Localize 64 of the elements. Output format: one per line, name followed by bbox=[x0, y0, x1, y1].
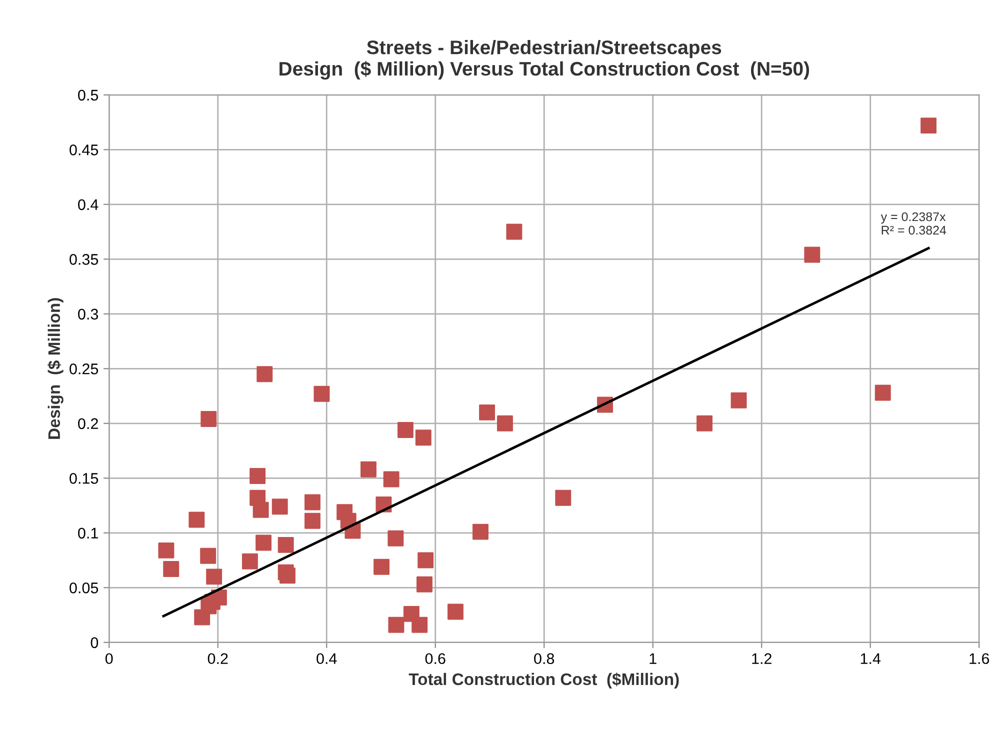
point bbox=[278, 536, 294, 553]
point bbox=[415, 430, 432, 446]
point bbox=[496, 415, 513, 432]
point bbox=[272, 498, 288, 515]
y-axis-title: Design ($ Million) bbox=[48, 298, 64, 439]
point bbox=[448, 604, 464, 620]
y-tick-label: 0.2 bbox=[78, 418, 98, 430]
point bbox=[200, 411, 217, 427]
point bbox=[418, 552, 434, 568]
point bbox=[250, 468, 266, 484]
x-tick-label: 1.4 bbox=[860, 653, 881, 664]
y-tick-label: 0.3 bbox=[78, 308, 98, 320]
point bbox=[188, 512, 205, 528]
point bbox=[256, 534, 272, 551]
point bbox=[412, 616, 428, 633]
x-axis-title: Total Construction Cost ($Million) bbox=[408, 672, 679, 688]
point bbox=[256, 366, 273, 382]
x-tick-label: 0.4 bbox=[316, 653, 337, 664]
y-tick-label: 0.5 bbox=[78, 90, 98, 101]
point bbox=[383, 471, 400, 488]
point bbox=[158, 542, 174, 558]
point bbox=[696, 415, 712, 432]
point bbox=[314, 386, 330, 402]
point bbox=[200, 548, 216, 564]
point bbox=[397, 422, 414, 438]
point bbox=[304, 494, 320, 510]
point bbox=[804, 246, 820, 263]
x-tick-label: 0.8 bbox=[534, 653, 554, 664]
point bbox=[206, 568, 222, 585]
y-tick-label: 0.4 bbox=[78, 199, 98, 210]
point bbox=[279, 568, 296, 584]
y-tick-label: 0 bbox=[90, 637, 98, 648]
point bbox=[360, 461, 376, 478]
point bbox=[374, 558, 390, 575]
point bbox=[204, 594, 220, 610]
y-tick-label: 0.15 bbox=[70, 473, 98, 484]
point bbox=[194, 609, 210, 626]
point bbox=[252, 502, 269, 518]
point bbox=[506, 224, 522, 240]
chart-title: Streets - Bike/Pedestrian/Streetscapes Design ($ Million) Versus Total Construction Cost (N=50) bbox=[280, 40, 810, 80]
x-tick-label: 1.6 bbox=[970, 653, 990, 664]
y-tick-label: 0.45 bbox=[70, 144, 98, 156]
point bbox=[472, 524, 488, 540]
point bbox=[304, 512, 320, 529]
y-tick-label: 0.35 bbox=[70, 254, 98, 265]
x-tick-label: 1.2 bbox=[752, 653, 772, 664]
point bbox=[388, 530, 404, 546]
point bbox=[920, 118, 937, 134]
x-tick-label: 0 bbox=[105, 653, 113, 664]
x-tick-label: 0.6 bbox=[425, 653, 446, 664]
y-tick-label: 0.25 bbox=[70, 364, 98, 374]
point bbox=[416, 576, 432, 592]
x-tick-label: 1 bbox=[650, 653, 656, 664]
point bbox=[479, 404, 495, 420]
point bbox=[163, 561, 180, 578]
point bbox=[730, 392, 747, 408]
annotation: y = 0.2387x R² = 0.3824 bbox=[880, 212, 946, 235]
y-tick-label: 0.05 bbox=[70, 582, 98, 594]
y-tick-label: 0.1 bbox=[78, 528, 98, 539]
point bbox=[874, 384, 891, 401]
point bbox=[555, 490, 572, 506]
x-tick-label: 0.2 bbox=[208, 653, 228, 664]
point bbox=[242, 553, 258, 570]
point bbox=[388, 616, 404, 633]
